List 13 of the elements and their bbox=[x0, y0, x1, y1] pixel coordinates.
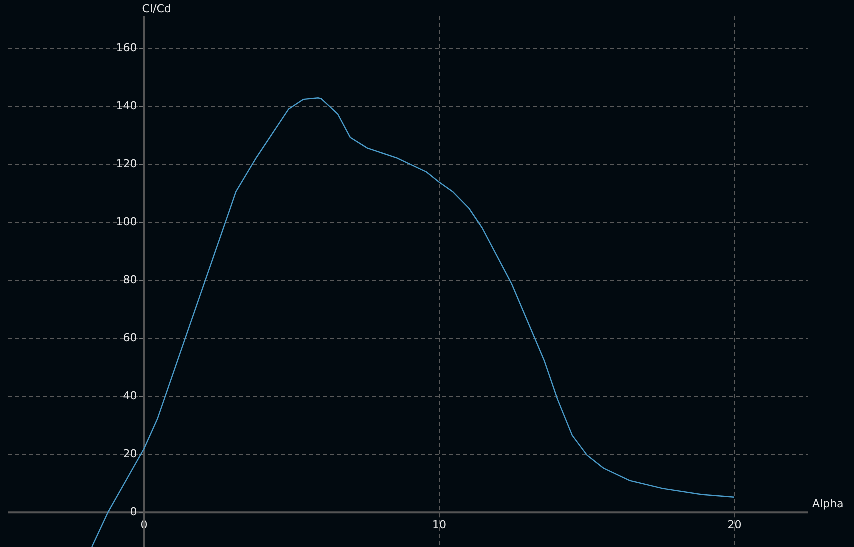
y-tick-label: 60 bbox=[123, 332, 138, 345]
y-tick-label: 160 bbox=[116, 41, 138, 54]
y-tick-label: 120 bbox=[116, 157, 138, 170]
y-tick-label: 80 bbox=[123, 274, 138, 287]
y-tick-label: 40 bbox=[123, 390, 138, 403]
y-tick-label: 100 bbox=[116, 216, 138, 229]
y-axis-title: Cl/Cd bbox=[142, 2, 172, 16]
y-tick-label: 20 bbox=[123, 448, 138, 461]
y-tick-label: 0 bbox=[130, 506, 138, 519]
x-tick-label: 10 bbox=[432, 518, 446, 532]
y-tick-label: 140 bbox=[116, 99, 138, 112]
x-axis-title: Alpha bbox=[812, 498, 844, 511]
x-tick-label: 20 bbox=[728, 518, 742, 532]
